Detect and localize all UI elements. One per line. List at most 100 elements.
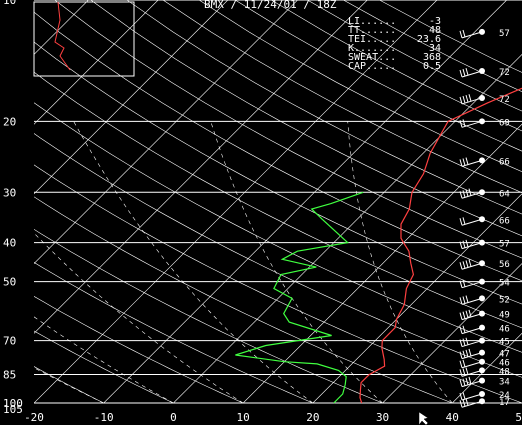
wind-speed-label: 72 xyxy=(499,68,510,78)
wind-barb-feather xyxy=(462,190,466,198)
x-tick-label: 10 xyxy=(237,411,250,424)
y-tick-label: 105 xyxy=(3,403,23,416)
wind-speed-label: 24 xyxy=(499,391,510,401)
isotherm-line xyxy=(34,0,438,403)
wind-barb-feather xyxy=(462,29,466,38)
y-tick-label: 30 xyxy=(3,186,16,199)
sounding-series xyxy=(235,87,522,404)
wind-speed-label: 46 xyxy=(499,325,510,335)
wind-barb-feather xyxy=(459,369,463,377)
moist-adiabat-line xyxy=(210,121,383,403)
isotherm-line xyxy=(34,0,298,264)
dry-adiabat-line xyxy=(90,0,522,237)
isotherm-line xyxy=(34,0,159,125)
dry-adiabat-line xyxy=(34,71,522,329)
wind-barb-feather xyxy=(465,68,469,76)
wind-barb-feather xyxy=(459,159,463,167)
indices-block: LI...... -3 TT...... 48 TEI..... 23.6 K.......… xyxy=(348,16,441,72)
moist-adiabat-lines xyxy=(34,121,453,403)
wind-speed-label: 57 xyxy=(499,29,510,39)
dry-adiabat-line xyxy=(126,0,522,215)
wind-barb-feather xyxy=(465,295,469,303)
wind-barb-feather xyxy=(459,262,463,270)
wind-barb-feather xyxy=(465,398,469,406)
x-tick-label: 40 xyxy=(446,411,459,424)
wind-speed-label: 66 xyxy=(499,157,510,167)
wind-barb-feather xyxy=(468,94,472,102)
y-tick-label: 100 xyxy=(3,397,23,410)
moist-adiabat-line xyxy=(34,316,174,403)
wind-barb-feather xyxy=(465,349,469,357)
chart-title: BMX / 11/24/01 / 18Z xyxy=(204,0,337,11)
isotherm-line xyxy=(312,193,522,403)
wind-speed-label: 48 xyxy=(499,367,510,377)
dry-adiabat-line xyxy=(34,11,522,282)
isotherm-line xyxy=(382,263,522,403)
index-label: TEI..... xyxy=(348,34,396,45)
wind-speed-label: 34 xyxy=(499,378,510,388)
y-tick-label: 40 xyxy=(3,237,16,250)
wind-barb-feather xyxy=(462,279,466,287)
wind-barb-feather xyxy=(459,312,463,320)
x-tick-label: -10 xyxy=(94,411,114,424)
index-label: K....... xyxy=(348,43,396,54)
isotherm-line xyxy=(103,0,507,403)
dry-adiabat-line xyxy=(34,41,522,305)
wind-barb-feather xyxy=(459,280,463,288)
wind-barb-feather xyxy=(462,350,466,358)
temperature-line xyxy=(359,87,522,404)
x-tick-label: 20 xyxy=(306,411,319,424)
wind-speed-label: 64 xyxy=(499,189,510,199)
index-value: 48 xyxy=(429,25,441,36)
y-tick-label: 70 xyxy=(3,335,16,348)
wind-barb-feather xyxy=(468,259,472,267)
wind-speed-label: 72 xyxy=(499,95,510,105)
dry-adiabat-line xyxy=(54,0,522,259)
wind-speed-label: 66 xyxy=(499,216,510,226)
index-value: 368 xyxy=(423,52,441,63)
wind-barb-feather xyxy=(459,96,463,105)
wind-barb-feather xyxy=(459,191,463,199)
wind-barb-feather xyxy=(462,338,466,346)
isotherm-line xyxy=(173,54,522,403)
index-value: 0.5 xyxy=(423,61,441,72)
wind-speed-label: 45 xyxy=(499,338,510,348)
wind-barb-feather xyxy=(468,376,472,385)
wind-barb-feather xyxy=(465,95,469,103)
dry-adiabat-line xyxy=(34,102,522,353)
wind-barb-feather xyxy=(459,379,463,387)
wind-barb-feather xyxy=(462,68,466,77)
wind-barb-feather xyxy=(462,95,466,104)
wind-barb-feather xyxy=(459,339,463,347)
index-label: SWEAT... xyxy=(348,52,396,63)
wind-speed-label: 57 xyxy=(499,240,510,250)
wind-barb-feather xyxy=(459,326,463,334)
wind-barb-feather xyxy=(465,189,469,197)
wind-barb-feather xyxy=(459,218,463,226)
inset-panel xyxy=(33,1,135,77)
index-value: 34 xyxy=(429,43,441,54)
x-tick-label: 30 xyxy=(376,411,389,424)
wind-barb-feather xyxy=(462,158,466,166)
x-tick-label: 50 xyxy=(515,411,522,424)
x-axis-labels: -20 -10 0 10 20 30 40 50 xyxy=(24,411,522,424)
wind-barb-feather xyxy=(465,239,469,247)
wind-barb-feather xyxy=(459,241,463,249)
isotherm-line xyxy=(34,0,368,334)
wind-speed-label: 52 xyxy=(499,295,510,305)
wind-barb-feather xyxy=(465,260,469,268)
wind-speed-label: 17 xyxy=(499,398,510,408)
mouse-cursor-icon xyxy=(418,411,429,425)
wind-barb-feather xyxy=(462,217,466,225)
y-tick-label: 10 xyxy=(3,0,16,7)
wind-speed-label: 56 xyxy=(499,260,510,270)
wind-barb-feather xyxy=(468,348,472,357)
wind-barb-feather xyxy=(462,391,466,400)
isotherm-line xyxy=(452,332,522,403)
moist-adiabat-line xyxy=(34,367,104,403)
wind-barb-feather xyxy=(459,400,463,408)
index-label: CAP..... xyxy=(348,61,396,72)
wind-barb-feather xyxy=(465,310,469,318)
wind-barb-feather xyxy=(459,392,463,401)
